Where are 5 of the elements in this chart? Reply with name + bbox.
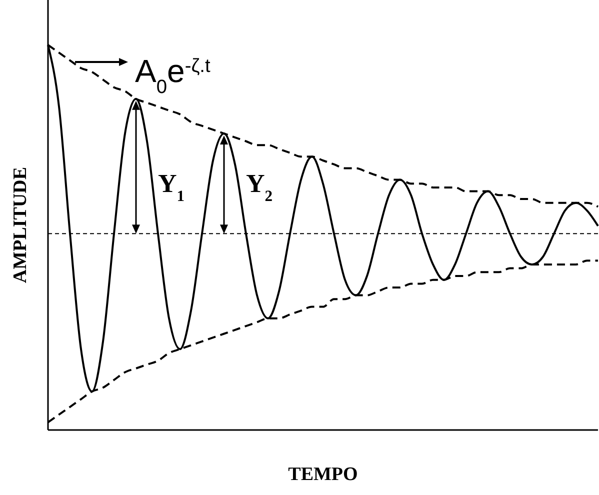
y-axis-title: AMPLITUDE xyxy=(10,166,31,284)
x-axis-title: TEMPO xyxy=(288,464,358,485)
annotation: Y$_{2}$ xyxy=(246,169,273,204)
annotation: Y$_{1}$ xyxy=(158,169,185,204)
annotation: A$_{0}$e$^{-ζ.t}$ xyxy=(135,53,211,98)
